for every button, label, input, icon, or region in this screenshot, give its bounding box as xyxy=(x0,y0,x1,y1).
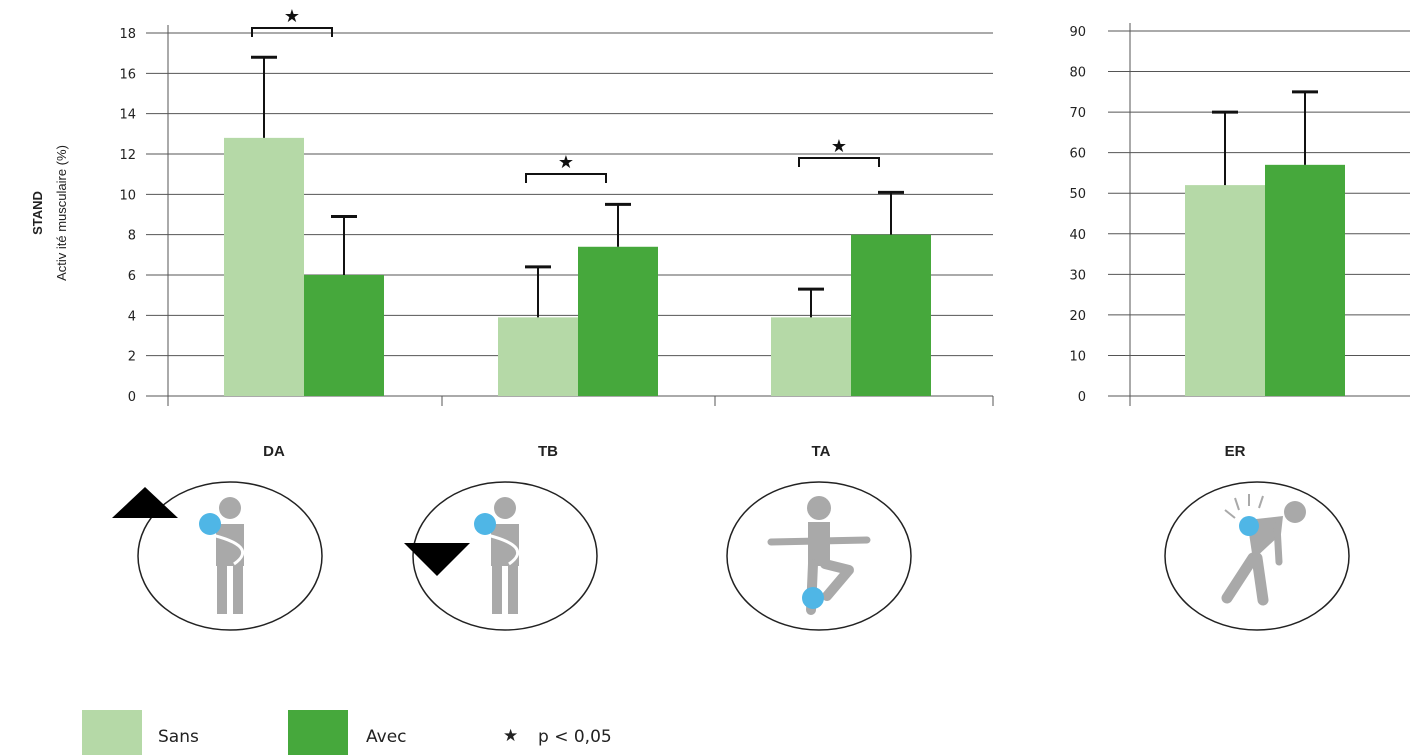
y-tick-label: 30 xyxy=(1069,268,1086,283)
y-tick-label: 12 xyxy=(119,148,136,163)
y-tick-label: 8 xyxy=(128,229,136,244)
category-label-ta: TA xyxy=(812,443,831,460)
legend-label-significance: p < 0,05 xyxy=(538,727,612,747)
category-label-da: DA xyxy=(263,443,285,460)
significance-bracket-ta xyxy=(798,157,880,167)
shoulder-flexion-icon xyxy=(112,481,323,631)
y-tick-label: 16 xyxy=(119,67,136,82)
y-tick-label: 70 xyxy=(1069,106,1086,121)
y-tick-label: 0 xyxy=(1078,390,1086,405)
bar-sans-er xyxy=(1185,185,1265,396)
significance-bracket-da xyxy=(251,27,333,37)
legend: Sans Avec ★ p < 0,05 xyxy=(82,710,612,755)
y-tick-label: 14 xyxy=(119,108,136,123)
chart-panel-2: 0 10 20 30 40 50 60 70 80 90 ER xyxy=(1069,23,1410,460)
legend-swatch-avec xyxy=(288,710,348,755)
y-tick-label: 40 xyxy=(1069,228,1086,243)
significance-star-ta: ★ xyxy=(831,136,847,157)
y-tick-label: 90 xyxy=(1069,25,1086,40)
y-tick-label: 6 xyxy=(128,269,136,284)
y-tick-label: 0 xyxy=(128,390,136,405)
bar-avec-da xyxy=(304,275,384,396)
bar-sans-da xyxy=(224,137,304,396)
y-tick-label: 4 xyxy=(128,309,136,324)
legend-swatch-sans xyxy=(82,710,142,755)
y-tick-label: 50 xyxy=(1069,187,1086,202)
y-axis-title-line2: Activ ité musculaire (%) xyxy=(54,145,69,281)
y-axis-title: STAND Activ ité musculaire (%) xyxy=(30,145,69,281)
bar-sans-ta xyxy=(771,317,851,396)
significance-star-icon: ★ xyxy=(503,726,518,746)
legend-label-sans: Sans xyxy=(158,727,199,747)
legend-label-avec: Avec xyxy=(366,727,407,747)
significance-bracket-tb xyxy=(525,173,607,183)
bar-sans-tb xyxy=(498,317,578,396)
y-tick-label: 2 xyxy=(128,350,136,365)
y-tick-label: 18 xyxy=(119,27,136,42)
bar-avec-tb xyxy=(578,246,658,396)
bar-avec-ta xyxy=(851,234,931,396)
bar-avec-er xyxy=(1265,164,1345,396)
y-tick-label: 10 xyxy=(119,188,136,203)
y-tick-label: 60 xyxy=(1069,147,1086,162)
significance-star-da: ★ xyxy=(284,6,300,27)
y-axis-title-line1: STAND xyxy=(30,191,45,235)
category-label-tb: TB xyxy=(538,443,558,460)
arrow-up-icon xyxy=(112,487,178,518)
category-label-er: ER xyxy=(1225,443,1246,460)
bent-back-icon xyxy=(1164,481,1350,631)
y-tick-label: 80 xyxy=(1069,66,1086,81)
shoulder-extension-icon xyxy=(404,481,598,631)
arrow-down-icon xyxy=(404,543,470,576)
standing-leg-raise-icon xyxy=(726,481,912,631)
chart-panel-1: 0 2 4 6 8 10 12 14 16 18 DA TB TA ★ ★ ★ xyxy=(119,6,994,460)
significance-star-tb: ★ xyxy=(558,152,574,173)
y-tick-label: 10 xyxy=(1069,349,1086,364)
y-tick-label: 20 xyxy=(1069,309,1086,324)
